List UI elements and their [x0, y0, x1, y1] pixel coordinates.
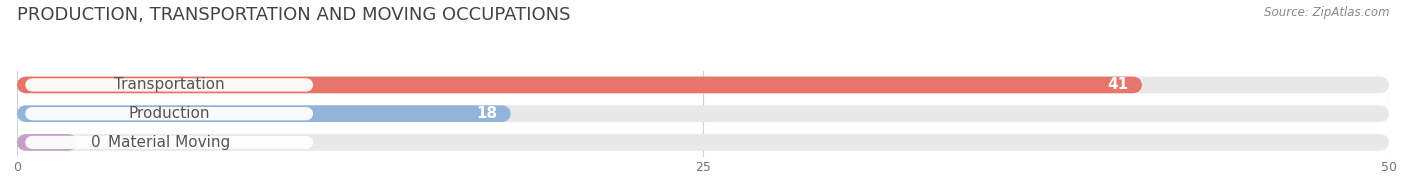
- FancyBboxPatch shape: [17, 134, 1389, 151]
- FancyBboxPatch shape: [25, 78, 314, 92]
- Text: Source: ZipAtlas.com: Source: ZipAtlas.com: [1264, 6, 1389, 19]
- Text: 0: 0: [91, 135, 101, 150]
- Text: Transportation: Transportation: [114, 77, 225, 93]
- FancyBboxPatch shape: [25, 107, 314, 120]
- FancyBboxPatch shape: [17, 105, 1389, 122]
- FancyBboxPatch shape: [17, 134, 77, 151]
- FancyBboxPatch shape: [25, 136, 314, 149]
- FancyBboxPatch shape: [17, 105, 510, 122]
- Text: 18: 18: [477, 106, 498, 121]
- Text: PRODUCTION, TRANSPORTATION AND MOVING OCCUPATIONS: PRODUCTION, TRANSPORTATION AND MOVING OC…: [17, 6, 571, 24]
- Text: Production: Production: [128, 106, 209, 121]
- FancyBboxPatch shape: [17, 77, 1389, 93]
- Text: 41: 41: [1108, 77, 1129, 93]
- Text: Material Moving: Material Moving: [108, 135, 231, 150]
- FancyBboxPatch shape: [17, 77, 1142, 93]
